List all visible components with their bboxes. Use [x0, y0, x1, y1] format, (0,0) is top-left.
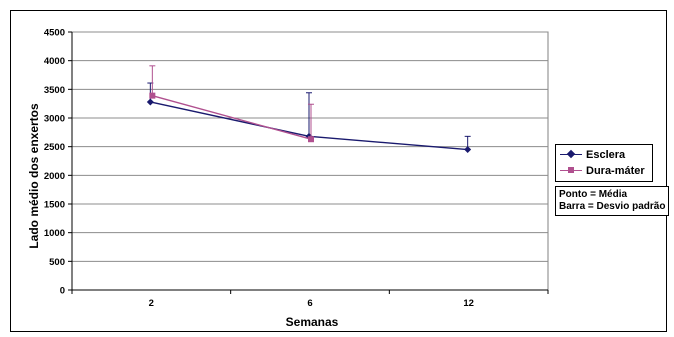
y-axis-label: Lado médio dos enxertos	[27, 103, 41, 249]
data-point	[149, 92, 156, 99]
series-dura-máter	[149, 65, 314, 143]
y-tick-label: 0	[60, 286, 65, 297]
x-tick-label: 6	[307, 298, 312, 309]
series-line	[152, 94, 312, 140]
y-tick-label: 2500	[44, 142, 65, 153]
data-point	[464, 146, 472, 154]
note-box: Ponto = Média Barra = Desvio padrão	[555, 186, 669, 216]
y-tick-label: 1500	[44, 200, 65, 211]
note-barra: Barra = Desvio padrão	[559, 201, 666, 212]
legend-label-esclera: Esclera	[586, 149, 626, 161]
legend-item-esclera: Esclera	[560, 147, 625, 163]
legend-label-dura-mater: Dura-máter	[586, 165, 645, 177]
x-tick-label: 2	[149, 298, 154, 309]
y-tick-label: 4500	[44, 28, 65, 39]
y-tick-label: 3000	[44, 114, 65, 125]
legend-item-dura-mater: Dura-máter	[560, 163, 645, 179]
plot-area	[71, 31, 549, 291]
legend: Esclera Dura-máter	[555, 144, 653, 182]
note-ponto: Ponto = Média	[559, 189, 628, 200]
y-tick-label: 4000	[44, 56, 65, 67]
y-tick-label: 3500	[44, 85, 65, 96]
x-axis-label: Semanas	[286, 315, 339, 329]
esclera-swatch-icon	[560, 149, 582, 160]
data-point	[308, 136, 314, 143]
y-tick-label: 2000	[44, 171, 65, 182]
y-tick-label: 1000	[44, 228, 65, 239]
data-point	[146, 98, 154, 106]
y-tick-label: 500	[49, 257, 65, 268]
x-tick-label: 12	[463, 298, 474, 309]
dura-mater-swatch-icon	[560, 166, 582, 176]
